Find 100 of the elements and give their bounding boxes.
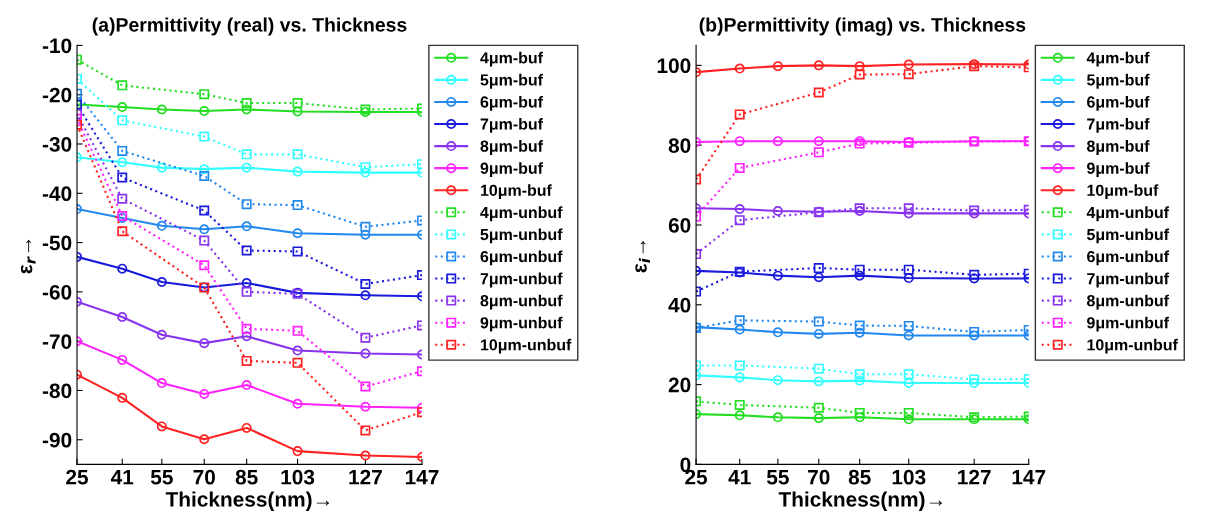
point bbox=[117, 80, 128, 91]
point bbox=[813, 376, 824, 387]
point bbox=[734, 324, 745, 335]
point bbox=[734, 372, 745, 383]
y-tick-label: -10 bbox=[42, 38, 72, 54]
point bbox=[854, 264, 865, 275]
point bbox=[117, 392, 128, 403]
point bbox=[241, 149, 252, 160]
point bbox=[199, 235, 210, 246]
point bbox=[813, 147, 824, 158]
legend-label: 10μm-buf bbox=[480, 184, 552, 200]
legend-label: 4μm-buf bbox=[1086, 51, 1150, 67]
point bbox=[156, 378, 167, 389]
legend-label: 6μm-unbuf bbox=[480, 250, 563, 266]
point bbox=[772, 327, 783, 338]
point bbox=[903, 69, 914, 80]
x-tick-label: 55 bbox=[150, 470, 173, 485]
x-tick-label: 70 bbox=[808, 469, 830, 485]
point bbox=[241, 162, 252, 173]
point bbox=[734, 399, 745, 410]
point bbox=[969, 330, 980, 341]
legend-label: 10μm-unbuf bbox=[1087, 338, 1178, 354]
point bbox=[969, 273, 980, 284]
point bbox=[903, 273, 914, 284]
legend-label: 6μm-unbuf bbox=[1087, 250, 1170, 266]
point bbox=[292, 246, 303, 257]
point bbox=[772, 136, 783, 147]
point bbox=[734, 162, 745, 173]
point bbox=[241, 331, 252, 342]
point bbox=[360, 229, 371, 240]
point bbox=[117, 145, 128, 156]
point bbox=[117, 354, 128, 365]
point bbox=[813, 316, 824, 327]
point bbox=[199, 171, 210, 182]
point bbox=[117, 312, 128, 323]
y-tick-label: 100 bbox=[657, 58, 691, 74]
point bbox=[854, 369, 865, 380]
point bbox=[292, 357, 303, 368]
legend-label: 7μm-unbuf bbox=[1087, 272, 1170, 288]
point bbox=[241, 104, 252, 115]
point bbox=[813, 136, 824, 147]
legend-label: 8μm-unbuf bbox=[480, 294, 563, 310]
point bbox=[360, 381, 371, 392]
point bbox=[854, 412, 865, 423]
x-tick-label: 127 bbox=[958, 469, 991, 485]
point bbox=[903, 369, 914, 380]
y-tick-label: 80 bbox=[668, 138, 691, 153]
legend-label: 9μm-unbuf bbox=[1087, 316, 1170, 332]
x-tick-label: 70 bbox=[193, 469, 215, 485]
point bbox=[854, 270, 865, 281]
point bbox=[292, 345, 303, 356]
point bbox=[292, 398, 303, 409]
legend-label: 8μm-buf bbox=[1086, 140, 1150, 155]
legend-label: 6μm-buf bbox=[480, 95, 544, 111]
x-axis-title: Thickness(nm)→ bbox=[778, 491, 943, 511]
y-tick-label: -20 bbox=[42, 87, 72, 103]
y-tick-label: -90 bbox=[42, 432, 72, 448]
point bbox=[117, 115, 128, 126]
point bbox=[360, 425, 371, 436]
point bbox=[292, 106, 303, 117]
point bbox=[360, 162, 371, 173]
point bbox=[292, 98, 303, 109]
point bbox=[292, 200, 303, 211]
point bbox=[854, 327, 865, 338]
legend-label: 8μm-unbuf bbox=[1086, 294, 1170, 310]
point bbox=[360, 221, 371, 232]
legend-label: 9μm-unbuf bbox=[480, 316, 563, 332]
point bbox=[734, 315, 745, 326]
point bbox=[734, 109, 745, 120]
point bbox=[292, 446, 303, 457]
point bbox=[772, 375, 783, 386]
point bbox=[772, 61, 783, 72]
point bbox=[199, 434, 210, 445]
point bbox=[199, 205, 210, 216]
point bbox=[360, 450, 371, 461]
legend-label: 5μm-unbuf bbox=[1086, 228, 1170, 244]
point bbox=[903, 59, 914, 70]
point bbox=[241, 422, 252, 433]
legend-label: 8μm-buf bbox=[480, 140, 544, 155]
point bbox=[199, 260, 210, 271]
point bbox=[292, 166, 303, 177]
x-tick-label: 147 bbox=[405, 470, 439, 485]
legend-label: 5μm-buf bbox=[480, 73, 544, 89]
legend-label: 9μm-buf bbox=[480, 162, 544, 177]
point bbox=[969, 269, 980, 280]
point bbox=[813, 263, 824, 274]
x-axis-title: Thickness(nm)→ bbox=[165, 491, 330, 511]
point bbox=[734, 63, 745, 74]
point bbox=[854, 69, 865, 80]
x-tick-label: 85 bbox=[235, 469, 258, 485]
point bbox=[903, 414, 914, 425]
y-tick-label: 20 bbox=[668, 377, 691, 393]
point bbox=[360, 167, 371, 178]
point bbox=[360, 290, 371, 301]
point bbox=[360, 401, 371, 412]
point bbox=[903, 330, 914, 341]
point bbox=[813, 363, 824, 374]
point bbox=[360, 278, 371, 289]
point bbox=[734, 360, 745, 371]
point bbox=[199, 105, 210, 116]
